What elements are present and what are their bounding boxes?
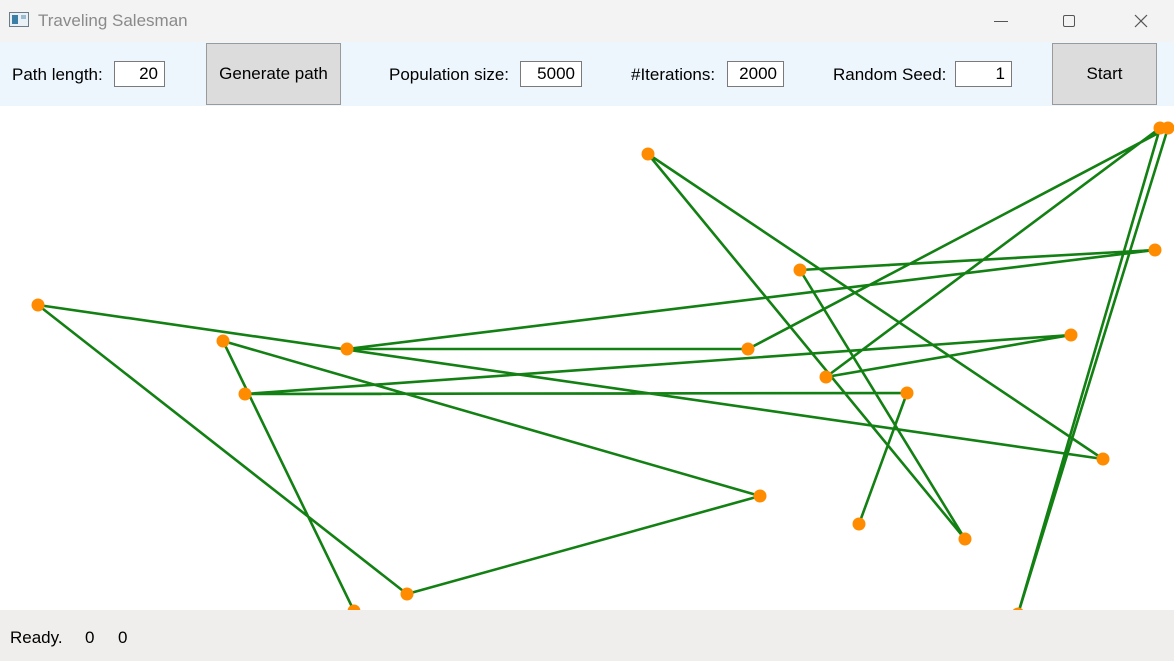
- city-point: [400, 587, 414, 601]
- city-point: [753, 489, 767, 503]
- title-bar: Traveling Salesman: [0, 0, 1174, 42]
- city-point: [641, 147, 655, 161]
- city-point: [1148, 243, 1162, 257]
- city-point: [31, 298, 45, 312]
- iterations-label: #Iterations:: [631, 65, 716, 84]
- status-value-1: 0: [85, 628, 95, 647]
- start-button[interactable]: Start: [1052, 43, 1157, 105]
- random-seed-input[interactable]: [955, 61, 1012, 87]
- city-point: [216, 334, 230, 348]
- status-bar: Ready. 0 0: [0, 610, 1174, 661]
- city-point: [340, 342, 354, 356]
- maximize-icon: [1063, 15, 1075, 27]
- close-button[interactable]: [1118, 0, 1164, 42]
- city-point: [819, 370, 833, 384]
- path-length-label: Path length:: [12, 65, 103, 84]
- city-point: [1096, 452, 1110, 466]
- path-length-input[interactable]: [114, 61, 165, 87]
- city-point: [900, 386, 914, 400]
- status-value-2: 0: [118, 628, 128, 647]
- city-point: [1064, 328, 1078, 342]
- city-point: [793, 263, 807, 277]
- maximize-button[interactable]: [1046, 0, 1092, 42]
- city-point: [238, 387, 252, 401]
- city-point: [1161, 121, 1174, 135]
- status-text: Ready.: [10, 628, 63, 647]
- population-size-label: Population size:: [389, 65, 510, 84]
- close-icon: [1134, 14, 1148, 28]
- city-point: [852, 517, 866, 531]
- window-title: Traveling Salesman: [38, 11, 188, 30]
- random-seed-label: Random Seed:: [833, 65, 947, 84]
- route-path: [36, 126, 1170, 616]
- generate-path-button[interactable]: Generate path: [206, 43, 341, 105]
- population-size-input[interactable]: [520, 61, 582, 87]
- iterations-input[interactable]: [727, 61, 784, 87]
- toolbar: Path length: Generate path Population si…: [0, 42, 1174, 106]
- path-canvas: [0, 106, 1174, 621]
- city-point: [958, 532, 972, 546]
- minimize-button[interactable]: [978, 0, 1024, 42]
- app-window-icon: [9, 12, 29, 27]
- minimize-icon: [994, 21, 1008, 22]
- path-drawing: [31, 121, 1174, 621]
- city-point: [741, 342, 755, 356]
